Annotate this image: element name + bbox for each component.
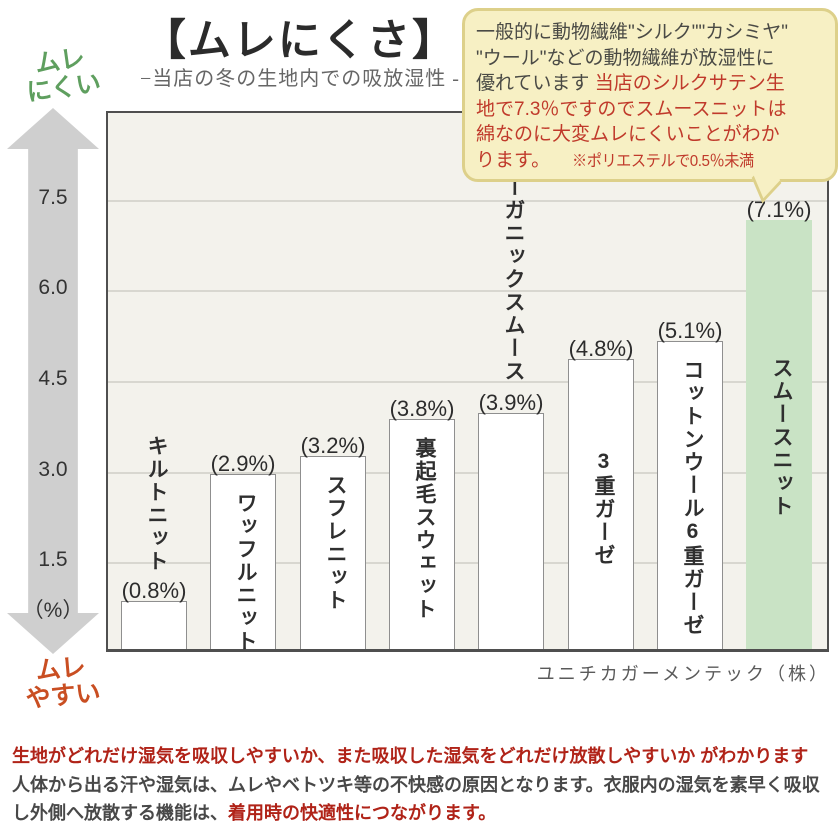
- callout-text-segment: 綿なのに大変ムレにくいことがわか: [476, 124, 780, 145]
- bar: [389, 419, 455, 649]
- bar: [300, 456, 366, 649]
- y-axis-unit-label: （%）: [22, 599, 84, 622]
- footer-text-segment: 着用時の快適性につながります。: [228, 803, 497, 823]
- bar-value-label: (2.9%): [210, 451, 276, 476]
- bar-label: キルトニット: [145, 435, 168, 573]
- bar-label: コットンウール6重ガーゼ: [681, 359, 704, 637]
- bar: [746, 220, 812, 649]
- plot-area: (0.8%) キルトニット (2.9%) ワッフルニット (3.2%) スフレニット (3.…: [106, 111, 829, 653]
- footer-text-segment: し外側へ放散する機能は、: [12, 803, 228, 823]
- callout-text-segment: 地で7.3％ですのでスムースニットは: [476, 98, 787, 120]
- bar-value-label: (0.8%): [121, 578, 187, 603]
- bar: [210, 474, 276, 649]
- bar: [121, 601, 187, 649]
- callout-line: 地で7.3％ですのでスムースニットは: [476, 97, 824, 123]
- callout-text-segment: ※ポリエステルで0.5％未満: [572, 152, 754, 170]
- bar-label: ワッフルニット: [234, 492, 257, 653]
- callout-bubble: 一般的に動物繊維"シルク""カシミヤ" "ウール"などの動物繊維が放湿性に 優れてい…: [462, 8, 838, 204]
- gridline-1.5: [108, 562, 827, 565]
- footer-text: 生地がどれだけ湿気を吸収しやすいか、また吸収した湿気をどれだけ放散しやすいか が…: [12, 742, 832, 828]
- footer-line: 人体から出る汗や湿気は、ムレやベトツキ等の不快感の原因となります。衣服内の湿気を…: [12, 771, 832, 800]
- bar-value-label: (5.1%): [657, 318, 723, 343]
- callout-text: 一般的に動物繊維"シルク""カシミヤ" "ウール"などの動物繊維が放湿性に 優れてい…: [476, 20, 824, 174]
- chart-subtitle: −当店の冬の生地内での吸放湿性 -: [140, 68, 460, 90]
- gridline-7.5: [108, 199, 827, 202]
- bar-label: 裏起毛スウェット: [413, 437, 436, 621]
- y-tick-label: 1.5: [38, 548, 68, 572]
- axis-label-easy-to-stuff: ムレ やすい: [14, 652, 110, 714]
- callout-text-segment: ります。: [476, 149, 551, 171]
- callout-text-segment: 当店のシルクサテン生: [594, 73, 785, 94]
- chart-title: 【ムレにくさ】: [142, 18, 458, 65]
- bar-label: スムースニット: [770, 357, 793, 519]
- axis-label-hard-to-stuff: ムレ にくい: [11, 42, 114, 109]
- bar-value-label: (3.9%): [478, 390, 544, 415]
- footer-text-segment: 人体から出る汗や湿気は、ムレやベトツキ等の不快感の原因となります。衣服内の湿気を…: [12, 774, 820, 795]
- footer-line: し外側へ放散する機能は、着用時の快適性につながります。: [12, 799, 832, 828]
- gridline-6.0: [108, 290, 827, 293]
- y-tick-label: 3.0: [38, 457, 68, 481]
- callout-line: 一般的に動物繊維"シルク""カシミヤ": [476, 20, 824, 46]
- callout-text-segment: 優れています: [476, 73, 595, 94]
- bar-value-label: (3.8%): [389, 396, 455, 421]
- callout-line: "ウール"などの動物繊維が放湿性に: [476, 46, 824, 72]
- bar: [657, 341, 723, 649]
- footer-line: 生地がどれだけ湿気を吸収しやすいか、また吸収した湿気をどれだけ放散しやすいか が…: [12, 742, 832, 771]
- y-tick-label: 4.5: [38, 366, 68, 390]
- y-tick-label: 7.5: [38, 185, 68, 209]
- bar-label: 3重ガーゼ: [592, 450, 615, 568]
- y-tick-label: 6.0: [38, 276, 68, 300]
- callout-line: 綿なのに大変ムレにくいことがわか: [476, 122, 824, 148]
- gridline-4.5: [108, 380, 827, 383]
- bar-value-label: (7.1%): [746, 197, 812, 222]
- footer-text-segment: 生地がどれだけ湿気を吸収しやすいか、また吸収した湿気をどれだけ放散しやすいか が…: [12, 746, 809, 766]
- callout-text-segment: "ウール"などの動物繊維が放湿性に: [476, 47, 775, 69]
- axis-label-bottom-line2: やすい: [24, 678, 102, 714]
- bar: [568, 359, 634, 649]
- gridline-3.0: [108, 471, 827, 474]
- callout-line: ります。 ※ポリエステルで0.5％未満: [476, 148, 824, 175]
- bar-value-label: (3.2%): [300, 433, 366, 458]
- callout-text-segment: 一般的に動物繊維"シルク""カシミヤ": [476, 22, 788, 43]
- callout-line: 優れています 当店のシルクサテン生: [476, 71, 824, 97]
- bar: [478, 413, 544, 649]
- bar-value-label: (4.8%): [568, 336, 634, 361]
- source-label: ユニチカガーメンテック（株）: [536, 664, 830, 684]
- bar-label: スフレニット: [324, 474, 347, 612]
- bar-label: オーガニックスムース: [502, 153, 525, 383]
